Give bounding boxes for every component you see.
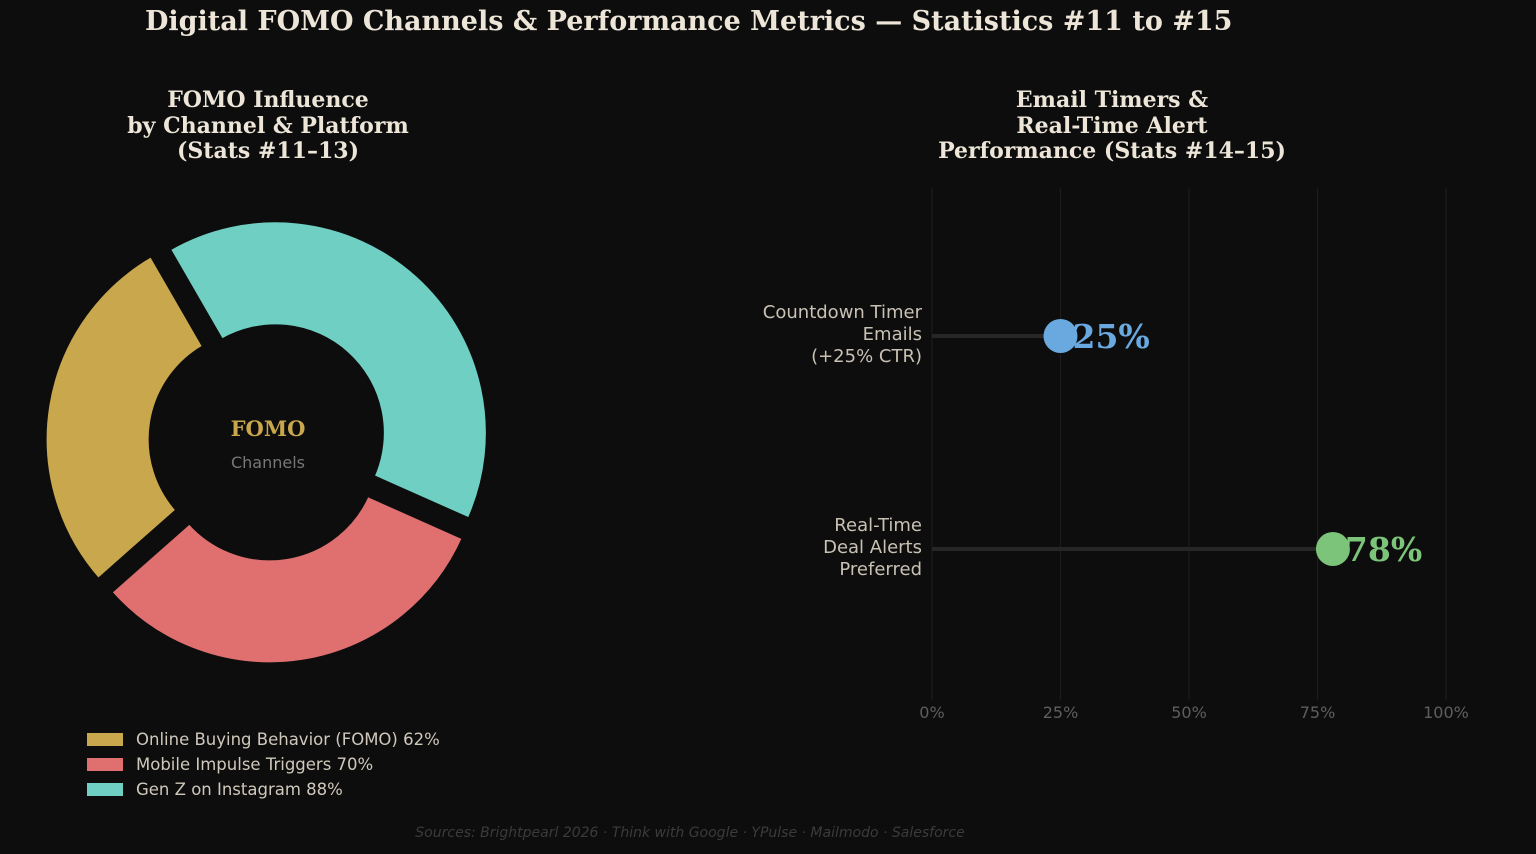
donut-center-label: FOMO bbox=[231, 416, 306, 441]
donut-slice-mobile bbox=[108, 493, 466, 666]
legend-label-mobile: Mobile Impulse Triggers 70% bbox=[136, 755, 374, 774]
legend-swatch-mobile bbox=[87, 758, 123, 771]
source-note: Sources: Brightpearl 2026 · Think with G… bbox=[415, 825, 965, 841]
donut-slice-genz bbox=[167, 219, 489, 522]
x-tick-label: 50% bbox=[1171, 703, 1207, 722]
donut-slice-online bbox=[43, 253, 206, 582]
legend-swatch-genz bbox=[87, 783, 123, 796]
y-label-deal-alerts: Real-Time Deal Alerts Preferred bbox=[823, 515, 922, 580]
donut-subtitle: FOMO Influence by Channel & Platform (St… bbox=[127, 87, 409, 164]
legend-label-genz: Gen Z on Instagram 88% bbox=[136, 780, 343, 799]
lollipop-dot-deal-alerts bbox=[1315, 532, 1350, 566]
x-tick-label: 100% bbox=[1423, 703, 1469, 722]
legend-item-mobile: Mobile Impulse Triggers 70% bbox=[87, 752, 440, 777]
value-label-countdown-timer: 25% bbox=[1073, 317, 1150, 356]
legend-label-online: Online Buying Behavior (FOMO) 62% bbox=[136, 730, 440, 749]
lollipop-dot-countdown-timer bbox=[1043, 319, 1078, 353]
x-tick-label: 25% bbox=[1043, 703, 1079, 722]
x-tick-label: 75% bbox=[1300, 703, 1336, 722]
donut-chart bbox=[43, 219, 489, 666]
donut-center-sublabel: Channels bbox=[231, 453, 305, 472]
lollipop-subtitle: Email Timers & Real-Time Alert Performan… bbox=[938, 87, 1286, 164]
legend-item-online: Online Buying Behavior (FOMO) 62% bbox=[87, 727, 440, 752]
value-label-deal-alerts: 78% bbox=[1345, 530, 1422, 569]
donut-legend: Online Buying Behavior (FOMO) 62% Mobile… bbox=[87, 727, 440, 802]
y-label-countdown-timer: Countdown Timer Emails (+25% CTR) bbox=[762, 302, 922, 367]
legend-item-genz: Gen Z on Instagram 88% bbox=[87, 777, 440, 802]
chart-title: Digital FOMO Channels & Performance Metr… bbox=[145, 6, 1233, 37]
legend-swatch-online bbox=[87, 733, 123, 746]
lollipop-chart: 0% 25% 50% 75% 100% 25% 78% bbox=[919, 188, 1469, 722]
x-tick-label: 0% bbox=[919, 703, 944, 722]
